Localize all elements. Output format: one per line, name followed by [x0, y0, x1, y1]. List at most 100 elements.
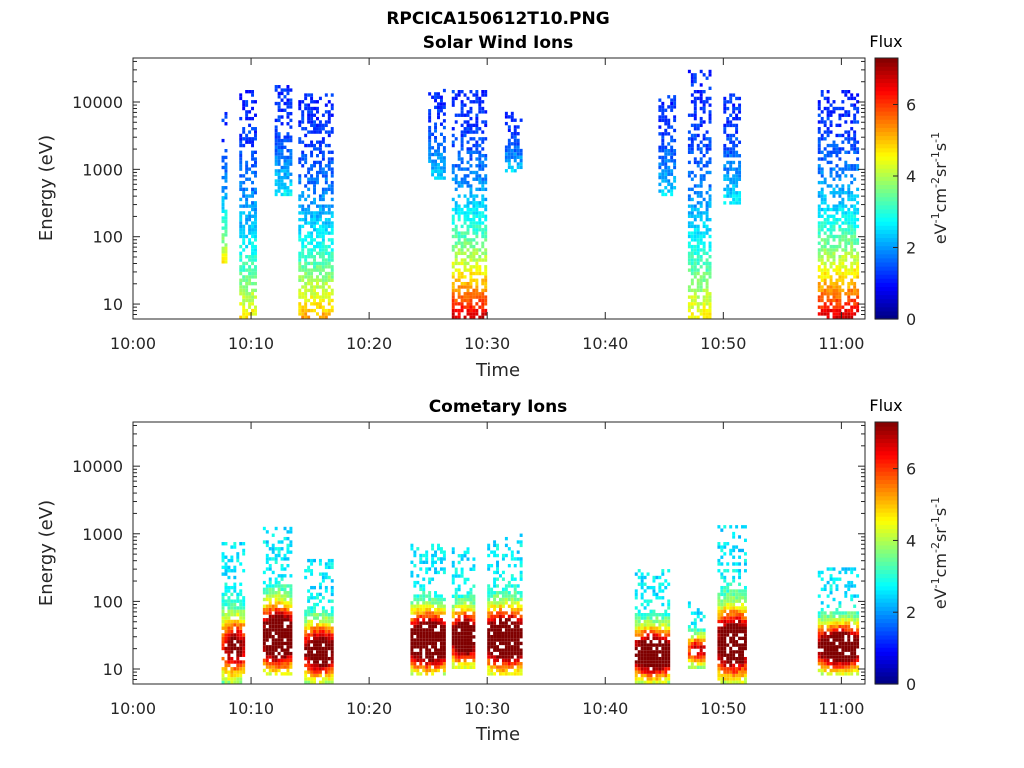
heatmap-cell	[501, 655, 505, 659]
heatmap-cell	[265, 557, 269, 561]
heatmap-cell	[823, 157, 827, 161]
heatmap-cell	[853, 143, 857, 148]
heatmap-cell	[729, 140, 733, 144]
heatmap-cell	[318, 234, 322, 239]
heatmap-cell	[321, 572, 325, 576]
heatmap-cell	[442, 159, 446, 163]
heatmap-cell	[460, 113, 464, 117]
heatmap-cell	[283, 159, 287, 163]
heatmap-cell	[439, 641, 443, 646]
heatmap-cell	[439, 102, 443, 106]
heatmap-cell	[699, 238, 703, 242]
heatmap-cell	[693, 123, 697, 128]
heatmap-cell	[437, 557, 440, 561]
heatmap-cell	[221, 233, 225, 237]
heatmap-cell	[316, 592, 319, 597]
heatmap-cell	[330, 251, 334, 256]
heatmap-cell	[310, 177, 314, 181]
heatmap-cell	[463, 625, 467, 629]
heatmap-cell	[693, 110, 697, 114]
heatmap-cell	[823, 305, 827, 309]
heatmap-cell	[236, 596, 240, 600]
heatmap-cell	[265, 607, 269, 612]
heatmap-cell	[853, 228, 857, 232]
heatmap-cell	[726, 629, 730, 634]
heatmap-cell	[699, 618, 703, 622]
heatmap-cell	[451, 298, 455, 303]
heatmap-cell	[723, 110, 727, 114]
heatmap-cell	[236, 646, 240, 651]
heatmap-cell	[413, 628, 417, 632]
heatmap-cell	[826, 100, 830, 104]
heatmap-cell	[693, 251, 697, 256]
heatmap-cell	[316, 660, 319, 664]
heatmap-cell	[242, 305, 246, 309]
heatmap-cell	[286, 149, 290, 153]
heatmap-cell	[687, 315, 691, 319]
heatmap-cell	[254, 265, 257, 269]
heatmap-cell	[634, 667, 638, 671]
heatmap-cell	[507, 142, 511, 146]
heatmap-cell	[422, 628, 426, 632]
heatmap-cell	[723, 127, 727, 131]
heatmap-cell	[667, 643, 671, 647]
heatmap-cell	[507, 604, 511, 608]
heatmap-cell	[475, 234, 479, 239]
heatmap-cell	[221, 219, 225, 224]
heatmap-cell	[741, 613, 744, 617]
heatmap-cell	[496, 658, 499, 663]
heatmap-cell	[475, 157, 479, 161]
heatmap-cell	[239, 542, 243, 546]
heatmap-cell	[693, 214, 697, 218]
heatmap-cell	[466, 96, 470, 101]
heatmap-cell	[732, 167, 736, 171]
heatmap-cell	[330, 673, 334, 678]
heatmap-cell	[490, 594, 494, 598]
heatmap-cell	[451, 292, 455, 296]
heatmap-cell	[484, 90, 488, 94]
heatmap-cell	[850, 204, 854, 208]
heatmap-cell	[327, 599, 331, 603]
heatmap-cell	[664, 670, 668, 674]
heatmap-cell	[419, 641, 423, 646]
heatmap-cell	[732, 569, 736, 573]
heatmap-cell	[262, 668, 266, 673]
heatmap-cell	[484, 153, 488, 158]
heatmap-cell	[321, 258, 325, 262]
heatmap-cell	[853, 248, 857, 252]
heatmap-cell	[649, 677, 653, 681]
heatmap-cell	[242, 636, 246, 641]
heatmap-cell	[224, 589, 228, 593]
heatmap-cell	[817, 231, 821, 235]
heatmap-cell	[442, 125, 446, 130]
heatmap-cell	[732, 589, 736, 593]
heatmap-cell	[853, 150, 857, 154]
heatmap-cell	[310, 214, 314, 218]
heatmap-cell	[283, 101, 287, 106]
heatmap-cell	[708, 295, 712, 299]
heatmap-cell	[726, 613, 730, 617]
heatmap-cell	[221, 602, 225, 607]
heatmap-cell	[451, 177, 455, 181]
heatmap-cell	[451, 305, 455, 309]
heatmap-cell	[224, 626, 228, 630]
heatmap-cell	[330, 113, 334, 117]
heatmap-cell	[696, 255, 700, 259]
heatmap-cell	[496, 594, 499, 598]
heatmap-cell	[271, 634, 275, 639]
heatmap-cell	[649, 643, 653, 647]
heatmap-cell	[239, 613, 243, 617]
heatmap-cell	[640, 592, 644, 597]
heatmap-cell	[481, 295, 485, 299]
heatmap-cell	[301, 116, 305, 121]
heatmap-cell	[504, 145, 508, 149]
heatmap-cell	[442, 621, 446, 625]
heatmap-cell	[227, 599, 231, 603]
heatmap-cell	[321, 187, 325, 192]
heatmap-cell	[853, 167, 857, 171]
heatmap-cell	[735, 599, 739, 603]
heatmap-cell	[442, 631, 446, 635]
heatmap-cell	[507, 148, 511, 153]
heatmap-cell	[705, 191, 709, 195]
heatmap-cell	[251, 295, 255, 299]
